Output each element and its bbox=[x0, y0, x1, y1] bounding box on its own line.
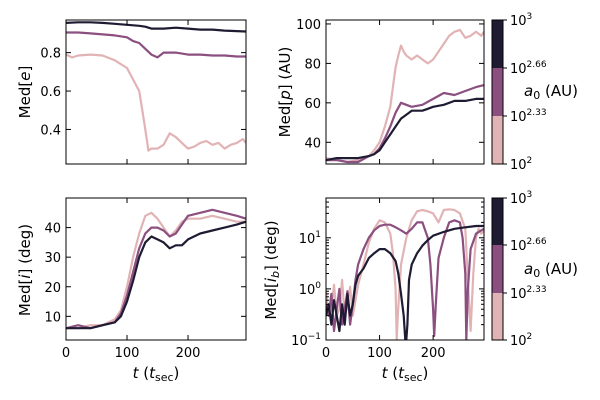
y-axis-label-e: Med[e] bbox=[16, 66, 34, 119]
y-tick-label: 0.4 bbox=[40, 123, 61, 138]
y-ticks-ib: 10−1 100 101 bbox=[291, 230, 321, 349]
colorbar-top: 103 102.66 102.33 102 a0 (AU) bbox=[491, 12, 578, 173]
colorbar-segment-low bbox=[492, 116, 503, 164]
axes-frame-e bbox=[65, 19, 247, 165]
series-line-p-a0-2.66 bbox=[326, 84, 484, 164]
colorbar-label: a0 (AU) bbox=[524, 82, 578, 102]
colorbar-segment-mid bbox=[492, 245, 503, 293]
x-tick-label: 0 bbox=[62, 346, 70, 361]
colorbar-tick-label: 103 bbox=[510, 190, 532, 207]
axes-frame-ib bbox=[325, 197, 485, 341]
panel-e: 0.4 0.6 0.8 Med[e] bbox=[16, 19, 247, 165]
panel-ib: 10−1 100 101 0 100 200 Med[ib] (deg) t (… bbox=[262, 197, 485, 384]
x-tick-label: 100 bbox=[367, 346, 392, 361]
y-ticks-i: 10 20 30 40 bbox=[44, 222, 61, 326]
y-tick-label: 30 bbox=[44, 251, 61, 266]
x-tick-label: 100 bbox=[115, 346, 140, 361]
y-tick-label: 80 bbox=[304, 57, 321, 72]
tick-marks bbox=[65, 198, 246, 340]
colorbar-label: a0 (AU) bbox=[524, 260, 578, 280]
y-axis-label-ib: Med[ib] (deg) bbox=[262, 220, 282, 319]
colorbar-tick-label: 103 bbox=[510, 12, 532, 29]
series-line-ib-a0-2.66 bbox=[326, 219, 484, 340]
series-line-i-a0-2.33 bbox=[66, 211, 246, 330]
plot-area-p bbox=[326, 28, 484, 164]
colorbar-tick-label: 102.33 bbox=[510, 108, 547, 125]
x-axis-label-left: t (tsec) bbox=[133, 364, 180, 384]
y-tick-label: 40 bbox=[304, 136, 321, 151]
colorbar-tick-label: 102.33 bbox=[510, 285, 547, 302]
colorbar-frame bbox=[491, 197, 504, 341]
series-line-i-a0-2.66 bbox=[66, 208, 246, 330]
plot-area-e bbox=[66, 21, 246, 152]
y-tick-label: 60 bbox=[304, 97, 321, 112]
y-tick-label: 20 bbox=[44, 281, 61, 296]
x-tick-label: 200 bbox=[421, 346, 446, 361]
panel-i: 10 20 30 40 0 100 200 Med[i] (deg) t (ts… bbox=[16, 197, 247, 384]
series-line-i-a0-3 bbox=[66, 220, 246, 330]
y-axis-label-i: Med[i] (deg) bbox=[16, 224, 34, 316]
colorbar-segment-mid bbox=[492, 68, 503, 116]
x-ticks-ib: 0 100 200 bbox=[322, 346, 446, 361]
y-tick-label: 100 bbox=[299, 281, 322, 298]
axes-frame-p bbox=[325, 19, 485, 165]
y-tick-label: 40 bbox=[44, 222, 61, 237]
plot-area-i bbox=[66, 208, 246, 330]
x-tick-label: 200 bbox=[176, 346, 201, 361]
x-axis-label-right: t (tsec) bbox=[382, 364, 429, 384]
panel-p: 40 60 80 100 Med[p] (AU) bbox=[276, 18, 485, 165]
colorbar-tick-label: 102.66 bbox=[510, 237, 547, 254]
colorbar-segment-low bbox=[492, 293, 503, 340]
series-line-p-a0-3 bbox=[326, 97, 484, 162]
y-tick-label: 10 bbox=[44, 310, 61, 325]
colorbar-tick-label: 102 bbox=[510, 332, 532, 349]
colorbar-segment-high bbox=[492, 20, 503, 68]
y-tick-label: 101 bbox=[299, 230, 321, 247]
tick-marks bbox=[325, 20, 484, 164]
tick-marks bbox=[65, 20, 246, 164]
series-line-p-a0-2.33 bbox=[326, 28, 484, 164]
plot-area-ib bbox=[326, 208, 484, 340]
axes-frame-i bbox=[65, 197, 247, 341]
y-tick-label: 10−1 bbox=[291, 332, 321, 349]
colorbar-tick-label: 102.66 bbox=[510, 60, 547, 77]
y-ticks-e: 0.4 0.6 0.8 bbox=[40, 47, 61, 139]
tick-marks bbox=[325, 197, 484, 341]
y-tick-label: 0.6 bbox=[40, 85, 61, 100]
colorbar-tick-label: 102 bbox=[510, 156, 532, 173]
y-ticks-p: 40 60 80 100 bbox=[296, 18, 321, 151]
x-tick-label: 0 bbox=[322, 346, 330, 361]
y-axis-label-p: Med[p] (AU) bbox=[276, 47, 294, 138]
colorbar-frame bbox=[491, 19, 504, 165]
colorbar-bottom: 103 102.66 102.33 102 a0 (AU) bbox=[491, 190, 578, 349]
y-tick-label: 0.8 bbox=[40, 47, 61, 62]
colorbar-segment-high bbox=[492, 198, 503, 245]
series-line-e-a0-2.66 bbox=[66, 31, 246, 59]
series-line-ib-a0-3 bbox=[326, 224, 484, 340]
series-line-e-a0-3 bbox=[66, 21, 246, 33]
y-tick-label: 100 bbox=[296, 18, 321, 33]
x-ticks-i: 0 100 200 bbox=[62, 346, 201, 361]
series-line-e-a0-2.33 bbox=[66, 53, 246, 152]
